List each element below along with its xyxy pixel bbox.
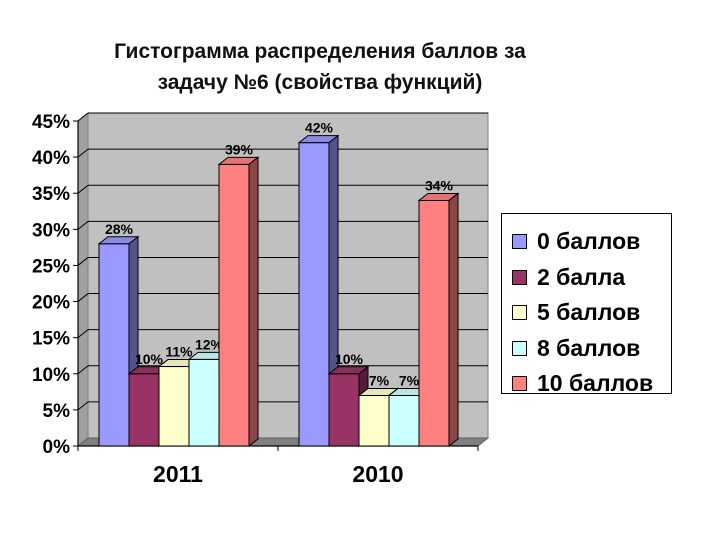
chart-legend: 0 баллов 2 балла 5 баллов 8 баллов 10 ба… [501, 213, 672, 396]
data-label: 10% [335, 351, 364, 367]
data-label: 34% [425, 177, 454, 193]
bar [218, 163, 250, 447]
data-label: 11% [165, 344, 193, 360]
gridline-side [77, 293, 89, 302]
bar [388, 394, 420, 447]
y-tick-label: 15% [32, 329, 70, 350]
chart-title-line-2: задачу №6 (свойства функций) [157, 71, 483, 94]
legend-label-2: 5 баллов [537, 299, 641, 326]
y-tick-label: 20% [32, 293, 70, 314]
chart-title-line-1: Гистограмма распределения баллов за [114, 40, 526, 63]
legend-item-4: 10 баллов [512, 366, 671, 402]
legend-label-1: 2 балла [537, 263, 626, 290]
bar-side [248, 156, 259, 448]
y-tick-label: 5% [43, 401, 71, 422]
x-tick-label: 2011 [153, 461, 203, 487]
data-label: 10% [135, 351, 164, 367]
gridline-side [77, 220, 89, 230]
data-label: 28% [105, 221, 134, 237]
y-tick-label: 25% [32, 256, 70, 277]
y-tick-label: 30% [32, 220, 70, 241]
bar [158, 366, 190, 447]
bar [188, 358, 220, 447]
legend-swatch-1 [512, 269, 527, 285]
legend-swatch-4 [512, 376, 527, 392]
data-label: 12% [195, 336, 224, 352]
y-tick-label: 40% [32, 148, 70, 169]
bar-side [448, 192, 459, 448]
y-tick-label: 10% [32, 365, 70, 386]
gridline-side [77, 365, 89, 375]
gridline-side [77, 401, 89, 411]
bar [98, 243, 130, 447]
bar [418, 199, 450, 447]
x-tick-label: 2010 [352, 461, 403, 487]
bar [358, 394, 390, 447]
y-tick-label: 45% [32, 112, 70, 133]
data-label: 7% [399, 372, 420, 388]
legend-item-0: 0 баллов [512, 224, 671, 260]
legend-swatch-0 [512, 234, 527, 250]
legend-label-0: 0 баллов [537, 228, 641, 255]
legend-swatch-3 [512, 340, 527, 356]
bar [128, 373, 160, 447]
chart-title: Гистограмма распределения баллов за зада… [60, 36, 580, 98]
y-tick-label: 35% [32, 184, 70, 205]
gridline-side [77, 184, 89, 194]
legend-item-2: 5 баллов [512, 295, 671, 331]
data-label: 39% [225, 141, 254, 157]
data-label: 42% [305, 120, 334, 136]
gridline-side [77, 329, 89, 339]
legend-label-3: 8 баллов [537, 334, 641, 361]
bar [328, 373, 360, 447]
legend-item-1: 2 балла [512, 260, 671, 296]
gridline-side [77, 257, 89, 266]
gridline-side [77, 112, 89, 122]
gridline-side [77, 148, 89, 158]
y-tick-label: 0% [43, 437, 71, 458]
bar [298, 142, 330, 447]
legend-label-4: 10 баллов [537, 370, 654, 397]
legend-swatch-2 [512, 305, 527, 321]
data-label: 7% [369, 372, 390, 388]
legend-item-3: 8 баллов [512, 331, 671, 367]
chart-side-wall [77, 111, 89, 448]
